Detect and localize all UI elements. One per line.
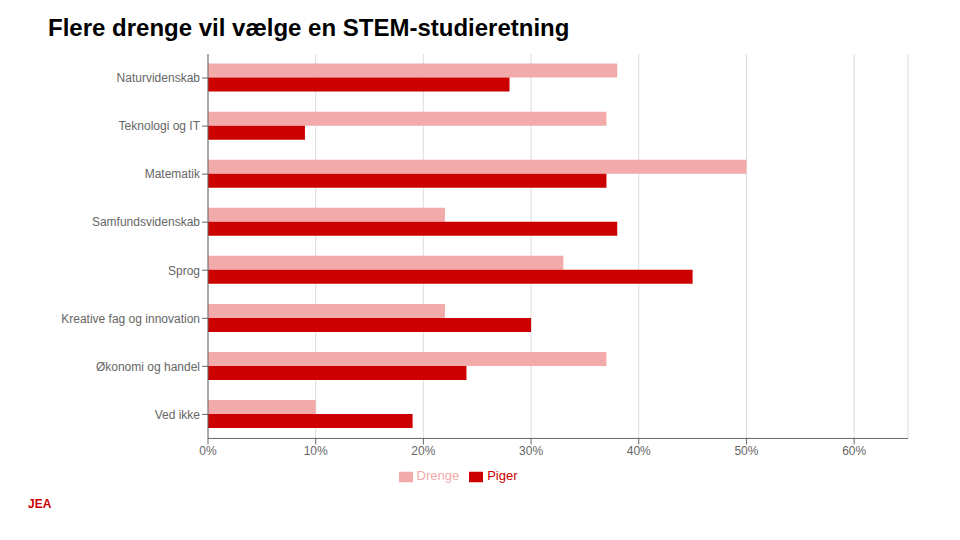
svg-text:50%: 50% [734, 444, 758, 458]
html-text:Piger: Piger [487, 468, 518, 484]
svg-text:Samfundsvidenskab: Samfundsvidenskab [92, 215, 200, 229]
svg-text:20%: 20% [411, 444, 435, 458]
svg-text:60%: 60% [842, 444, 866, 458]
svg-text:Matematik: Matematik [145, 167, 201, 181]
html-text:JEA: JEA [28, 497, 52, 511]
svg-text:10%: 10% [304, 444, 328, 458]
html-text:Drenge: Drenge [416, 468, 460, 484]
svg-text:Sprog: Sprog [168, 264, 200, 278]
svg-text:30%: 30% [519, 444, 543, 458]
svg-text:Ved ikke: Ved ikke [155, 408, 201, 422]
svg-text:Teknologi og IT: Teknologi og IT [119, 119, 201, 133]
svg-text:Kreative fag og innovation: Kreative fag og innovation [61, 312, 200, 326]
svg-text:Økonomi og handel: Økonomi og handel [96, 360, 200, 374]
svg-text:Naturvidenskab: Naturvidenskab [117, 71, 201, 85]
html-text:Flere drenge vil vælge en STEM: Flere drenge vil vælge en STEM-studieret… [48, 14, 570, 41]
svg-text:0%: 0% [199, 444, 217, 458]
svg-text:40%: 40% [627, 444, 651, 458]
